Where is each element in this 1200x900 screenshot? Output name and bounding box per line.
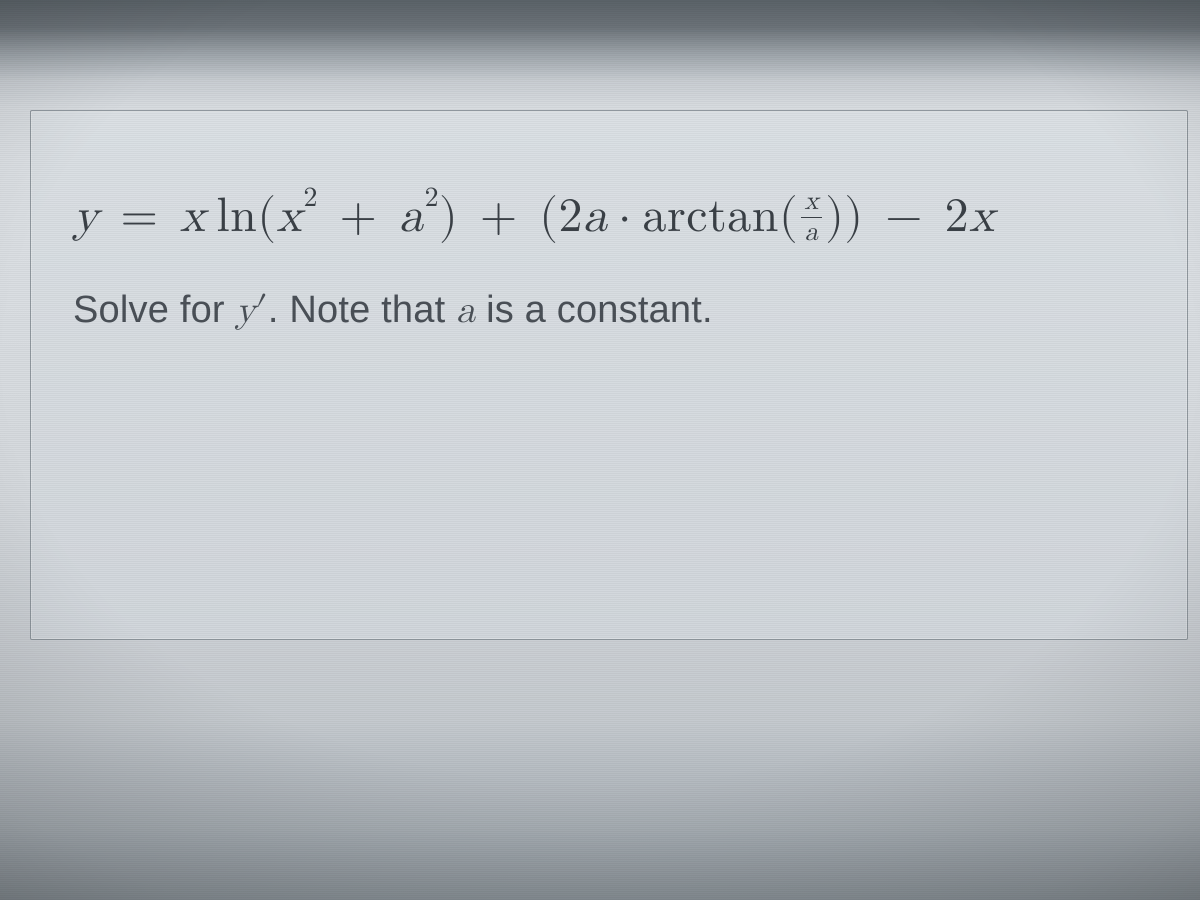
equals-sign: = (120, 193, 158, 241)
rparen-3: ) (825, 193, 844, 241)
prompt-y: y (236, 292, 256, 330)
sup-2-x: 2 (304, 185, 318, 213)
rparen-2: ) (844, 193, 863, 241)
prompt-pre: Solve for (73, 289, 236, 331)
plus-2: + (480, 193, 518, 241)
prompt-post: is a constant. (475, 289, 712, 331)
two: 2 (558, 193, 583, 241)
lparen-3: ( (779, 193, 798, 241)
arctan-func: arctan (642, 193, 779, 241)
fraction-x-over-a: x a (801, 189, 822, 246)
cdot: · (618, 193, 632, 241)
prompt-mid: . Note that (268, 289, 456, 331)
prompt-a: a (456, 292, 475, 330)
equation: y = x ln ( x 2 + a 2 ) + ( 2 a · arctan … (73, 189, 1145, 246)
a-after-two: a (583, 193, 608, 241)
trailing-2: 2 (945, 193, 970, 241)
coeff-x: x (180, 193, 206, 241)
question-panel: y = x ln ( x 2 + a 2 ) + ( 2 a · arctan … (30, 110, 1188, 640)
x-inside-1: x (277, 193, 303, 241)
rparen-1: ) (439, 193, 458, 241)
lparen-1: ( (257, 193, 276, 241)
sup-2-a: 2 (425, 185, 439, 213)
minus: − (885, 193, 923, 241)
a-inside-1: a (399, 193, 424, 241)
prompt-prime: ′ (256, 292, 268, 330)
prompt-text: Solve for y′. Note that a is a constant. (73, 288, 1145, 334)
ln-func: ln (216, 193, 257, 241)
frac-den: a (802, 218, 822, 246)
trailing-x: x (969, 193, 995, 241)
lparen-2: ( (539, 193, 558, 241)
top-divider (0, 30, 1200, 32)
plus-1: + (340, 193, 378, 241)
lhs-y: y (73, 193, 99, 241)
frac-num: x (801, 189, 822, 217)
